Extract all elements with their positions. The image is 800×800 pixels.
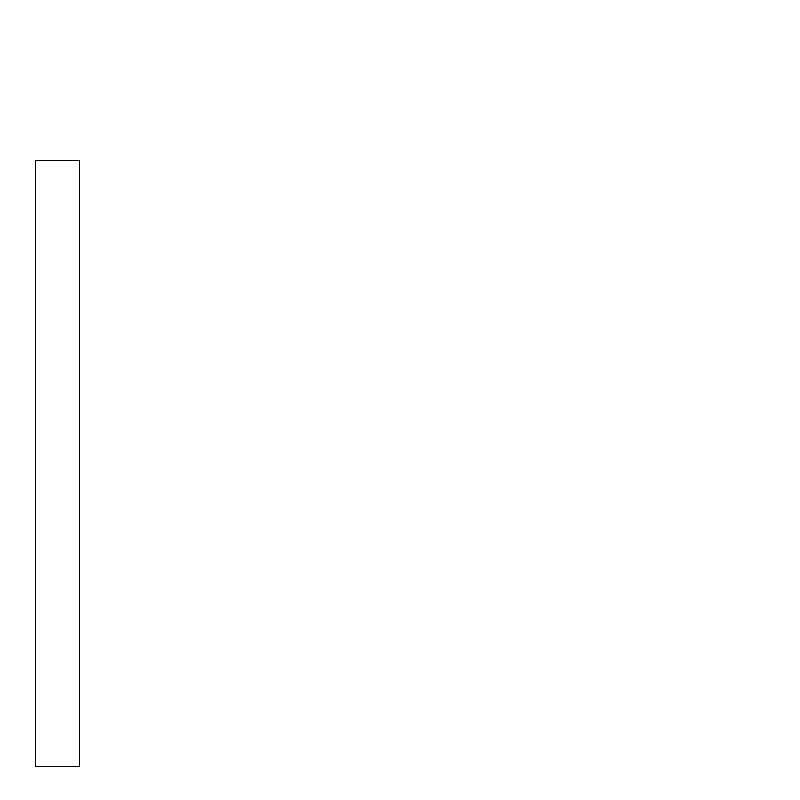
colorbar-gradient [35,160,80,767]
colorbar-panel [29,127,85,775]
